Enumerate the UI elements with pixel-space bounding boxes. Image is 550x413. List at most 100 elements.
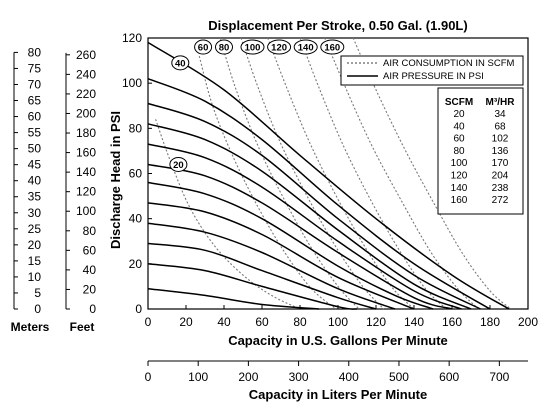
air-pressure-curve — [147, 287, 320, 310]
y-axis-label: Discharge Head in PSI — [108, 111, 123, 249]
meters-tick-label: 45 — [28, 158, 42, 172]
table-cell-m3hr: 204 — [492, 171, 509, 182]
liters-tick-label: 500 — [389, 370, 409, 384]
meters-scale: 0 5 10 15 20 25 30 35 40 45 50 55 60 65 70 75 80 — [13, 45, 42, 316]
y-axis-ticks: 0 20 40 60 80 100 120 — [122, 31, 152, 316]
x-axis-label: Capacity in U.S. Gallons Per Minute — [228, 333, 448, 348]
scfm-label-oval — [267, 39, 292, 55]
table-cell-scfm: 80 — [453, 146, 465, 157]
scfm-label-oval — [171, 55, 190, 71]
table-header-m3hr: M³/HR — [486, 97, 516, 108]
feet-tick-label: 60 — [83, 243, 97, 257]
air-consumption-curve — [198, 55, 337, 310]
air-pressure-curve — [147, 242, 377, 310]
x2-axis-label: Capacity in Liters Per Minute — [249, 387, 427, 402]
scfm-label-oval — [320, 39, 345, 55]
meters-tick-label: 0 — [34, 302, 41, 316]
scfm-curve-label: 40 — [175, 58, 186, 69]
air-pressure-curve — [147, 78, 491, 310]
scfm-curve-label: 140 — [298, 43, 314, 54]
table-cell-scfm: 100 — [451, 158, 468, 169]
feet-tick-label: 20 — [83, 282, 97, 296]
liters-tick-label: 600 — [439, 370, 459, 384]
feet-tick-label: 100 — [76, 204, 96, 218]
conversion-table-box — [437, 87, 524, 215]
air-pressure-curve — [147, 143, 462, 310]
x-tick-label: 100 — [328, 315, 348, 329]
air-pressure-curve — [147, 163, 453, 310]
x-tick-label: 200 — [518, 315, 538, 329]
meters-tick-label: 25 — [28, 222, 42, 236]
liters-tick-label: 100 — [188, 370, 208, 384]
x-tick-label: 120 — [366, 315, 386, 329]
table-cell-m3hr: 68 — [494, 121, 506, 132]
x-tick-label: 140 — [404, 315, 424, 329]
table-cell-m3hr: 272 — [492, 195, 509, 206]
scfm-curve-labels: 20 40 60 80 100 120 140 160 — [169, 39, 345, 172]
x-axis-ticks: 0 20 40 60 80 100 120 140 160 180 200 — [145, 305, 538, 329]
air-consumption-curve — [324, 37, 479, 310]
table-header-scfm: SCFM — [445, 97, 473, 108]
scfm-curve-label: 160 — [324, 43, 340, 54]
scfm-curve-label: 20 — [173, 160, 184, 171]
air-consumption-curve — [299, 37, 447, 310]
meters-axis-label: Meters — [11, 320, 50, 334]
y-tick-label: 0 — [135, 302, 142, 316]
feet-tick-label: 220 — [76, 87, 96, 101]
scfm-label-oval — [240, 39, 265, 55]
meters-tick-label: 80 — [28, 45, 42, 59]
table-cell-scfm: 160 — [451, 195, 468, 206]
air-consumption-curve — [219, 37, 360, 310]
feet-tick-label: 240 — [76, 67, 96, 81]
feet-tick-label: 80 — [83, 224, 97, 238]
x-tick-label: 180 — [480, 315, 500, 329]
air-pressure-curve — [147, 102, 481, 310]
meters-tick-label: 35 — [28, 190, 42, 204]
scfm-curve-label: 120 — [271, 43, 287, 54]
table-cell-m3hr: 102 — [492, 134, 509, 145]
x-tick-label: 60 — [255, 315, 269, 329]
liters-tick-label: 200 — [238, 370, 258, 384]
meters-tick-label: 50 — [28, 142, 42, 156]
x-tick-label: 160 — [442, 315, 462, 329]
meters-tick-label: 60 — [28, 110, 42, 124]
feet-scale: 0 20 40 60 80 100 120 140 160 180 200 220 240 260 — [65, 48, 97, 316]
y-tick-label: 80 — [129, 121, 143, 135]
chart-title: Displacement Per Stroke, 0.50 Gal. (1.90… — [208, 18, 467, 33]
scfm-curve-label: 80 — [219, 43, 230, 54]
feet-tick-label: 140 — [76, 165, 96, 179]
feet-axis-label: Feet — [70, 320, 95, 334]
y-tick-label: 40 — [129, 212, 143, 226]
x-tick-label: 80 — [293, 315, 307, 329]
meters-tick-label: 30 — [28, 206, 42, 220]
conversion-table-rows: 20 34 40 68 60 102 80 136 100 170 120 204 140 238 160 2… — [451, 109, 509, 206]
air-pressure-curve — [147, 123, 472, 310]
meters-tick-label: 70 — [28, 77, 42, 91]
x-tick-label: 20 — [179, 315, 193, 329]
table-cell-m3hr: 238 — [492, 183, 509, 194]
feet-tick-label: 0 — [89, 302, 96, 316]
table-cell-scfm: 20 — [453, 109, 465, 120]
y-tick-label: 60 — [129, 167, 143, 181]
x-tick-label: 40 — [217, 315, 231, 329]
feet-tick-label: 200 — [76, 106, 96, 120]
feet-tick-label: 260 — [76, 48, 96, 62]
x-tick-label: 0 — [145, 315, 152, 329]
table-cell-m3hr: 170 — [492, 158, 509, 169]
scfm-label-oval — [215, 39, 233, 55]
y-tick-label: 120 — [122, 31, 142, 45]
feet-tick-label: 40 — [83, 263, 97, 277]
feet-tick-label: 160 — [76, 146, 96, 160]
meters-tick-label: 20 — [28, 238, 42, 252]
meters-tick-label: 5 — [34, 286, 41, 300]
air-pressure-curves — [147, 41, 510, 310]
legend-box — [340, 55, 524, 86]
legend-air-pressure: AIR PRESSURE IN PSI — [383, 71, 484, 82]
liters-scale: 0 100 200 300 400 500 600 700 — [145, 360, 528, 384]
air-consumption-curve — [267, 37, 415, 310]
legend-air-consumption: AIR CONSUMPTION IN SCFM — [383, 58, 515, 69]
liters-tick-label: 300 — [289, 370, 309, 384]
air-pressure-curve — [147, 202, 415, 310]
scfm-curve-label: 100 — [245, 43, 261, 54]
